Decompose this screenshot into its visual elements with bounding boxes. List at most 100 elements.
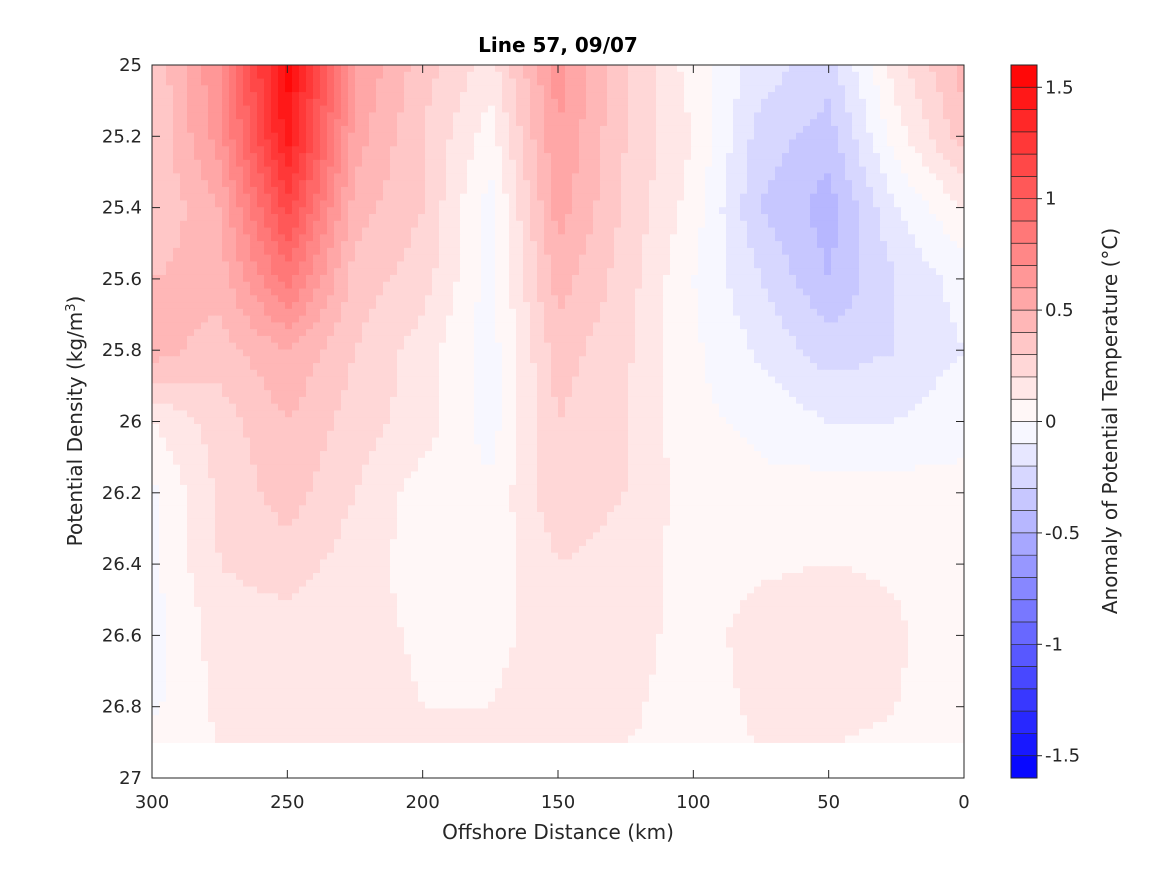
heatmap-cell — [572, 65, 580, 73]
heatmap-cell — [796, 186, 804, 195]
heatmap-cell — [509, 159, 517, 168]
heatmap-cell — [873, 153, 881, 161]
heatmap-cell — [817, 153, 825, 161]
heatmap-cell — [908, 234, 916, 242]
heatmap-cell — [243, 315, 251, 323]
heatmap-cell — [481, 220, 489, 229]
heatmap-cell — [229, 254, 237, 263]
heatmap-cell — [236, 166, 244, 174]
heatmap-cell — [831, 349, 839, 357]
heatmap-cell — [656, 308, 664, 317]
heatmap-cell — [432, 207, 440, 215]
heatmap-cell — [250, 227, 258, 235]
heatmap-cell — [306, 254, 314, 263]
heatmap-cell — [306, 234, 314, 242]
heatmap-cell — [180, 288, 188, 296]
heatmap-cell — [299, 78, 307, 86]
heatmap-cell — [537, 227, 545, 235]
heatmap-cell — [565, 112, 573, 120]
heatmap-cell — [194, 302, 202, 310]
heatmap-cell — [880, 254, 888, 263]
heatmap-cell — [852, 132, 860, 141]
heatmap-cell — [208, 186, 216, 195]
heatmap-cell — [327, 207, 335, 215]
heatmap-cell — [908, 261, 916, 269]
heatmap-cell — [649, 349, 657, 357]
heatmap-cell — [943, 315, 951, 323]
heatmap-cell — [299, 214, 307, 222]
heatmap-cell — [726, 78, 734, 86]
heatmap-cell — [838, 98, 846, 107]
heatmap-cell — [292, 308, 300, 317]
heatmap-cell — [229, 159, 237, 168]
heatmap-cell — [446, 274, 454, 283]
heatmap-cell — [481, 125, 489, 134]
heatmap-cell — [957, 214, 964, 222]
heatmap-cell — [187, 281, 195, 290]
heatmap-cell — [873, 281, 881, 290]
heatmap-cell — [222, 193, 230, 202]
heatmap-cell — [957, 98, 964, 107]
heatmap-cell — [327, 92, 335, 100]
heatmap-cell — [635, 153, 643, 161]
heatmap-cell — [663, 308, 671, 317]
heatmap-cell — [362, 186, 370, 195]
heatmap-cell — [705, 268, 713, 276]
heatmap-cell — [544, 71, 552, 80]
heatmap-cell — [313, 288, 321, 296]
heatmap-cell — [887, 200, 895, 208]
heatmap-cell — [467, 139, 475, 147]
heatmap-cell — [698, 302, 706, 310]
heatmap-cell — [803, 139, 811, 147]
heatmap-cell — [467, 349, 475, 357]
heatmap-cell — [523, 308, 531, 317]
heatmap-cell — [915, 220, 923, 229]
heatmap-cell — [390, 153, 398, 161]
heatmap-cell — [271, 207, 279, 215]
heatmap-cell — [775, 329, 783, 337]
heatmap-cell — [222, 329, 230, 337]
heatmap-cell — [796, 92, 804, 100]
heatmap-cell — [607, 85, 615, 93]
heatmap-cell — [439, 335, 447, 344]
heatmap-cell — [369, 159, 377, 168]
heatmap-cell — [922, 125, 930, 134]
heatmap-cell — [313, 274, 321, 283]
heatmap-cell — [782, 335, 790, 344]
heatmap-cell — [922, 85, 930, 93]
heatmap-cell — [208, 78, 216, 86]
heatmap-cell — [236, 78, 244, 86]
heatmap-cell — [474, 65, 482, 73]
heatmap-cell — [957, 186, 964, 195]
heatmap-cell — [698, 146, 706, 154]
heatmap-cell — [712, 125, 720, 134]
heatmap-cell — [516, 98, 524, 107]
heatmap-cell — [418, 214, 426, 222]
heatmap-cell — [922, 268, 930, 276]
heatmap-cell — [768, 200, 776, 208]
heatmap-cell — [320, 254, 328, 263]
heatmap-cell — [775, 71, 783, 80]
heatmap-cell — [691, 315, 699, 323]
heatmap-cell — [565, 92, 573, 100]
heatmap-cell — [817, 146, 825, 154]
heatmap-cell — [810, 335, 818, 344]
heatmap-cell — [796, 349, 804, 357]
heatmap-cell — [887, 98, 895, 107]
heatmap-cell — [397, 302, 405, 310]
heatmap-cell — [481, 322, 489, 330]
heatmap-cell — [313, 105, 321, 114]
heatmap-cell — [607, 261, 615, 269]
heatmap-cell — [250, 139, 258, 147]
heatmap-cell — [740, 241, 748, 249]
heatmap-cell — [257, 322, 265, 330]
heatmap-cell — [481, 227, 489, 235]
heatmap-cell — [600, 119, 608, 127]
heatmap-cell — [593, 98, 601, 107]
heatmap-cell — [194, 234, 202, 242]
heatmap-cell — [369, 302, 377, 310]
heatmap-cell — [621, 125, 629, 134]
heatmap-cell — [586, 329, 594, 337]
heatmap-cell — [908, 159, 916, 168]
heatmap-cell — [684, 173, 692, 181]
